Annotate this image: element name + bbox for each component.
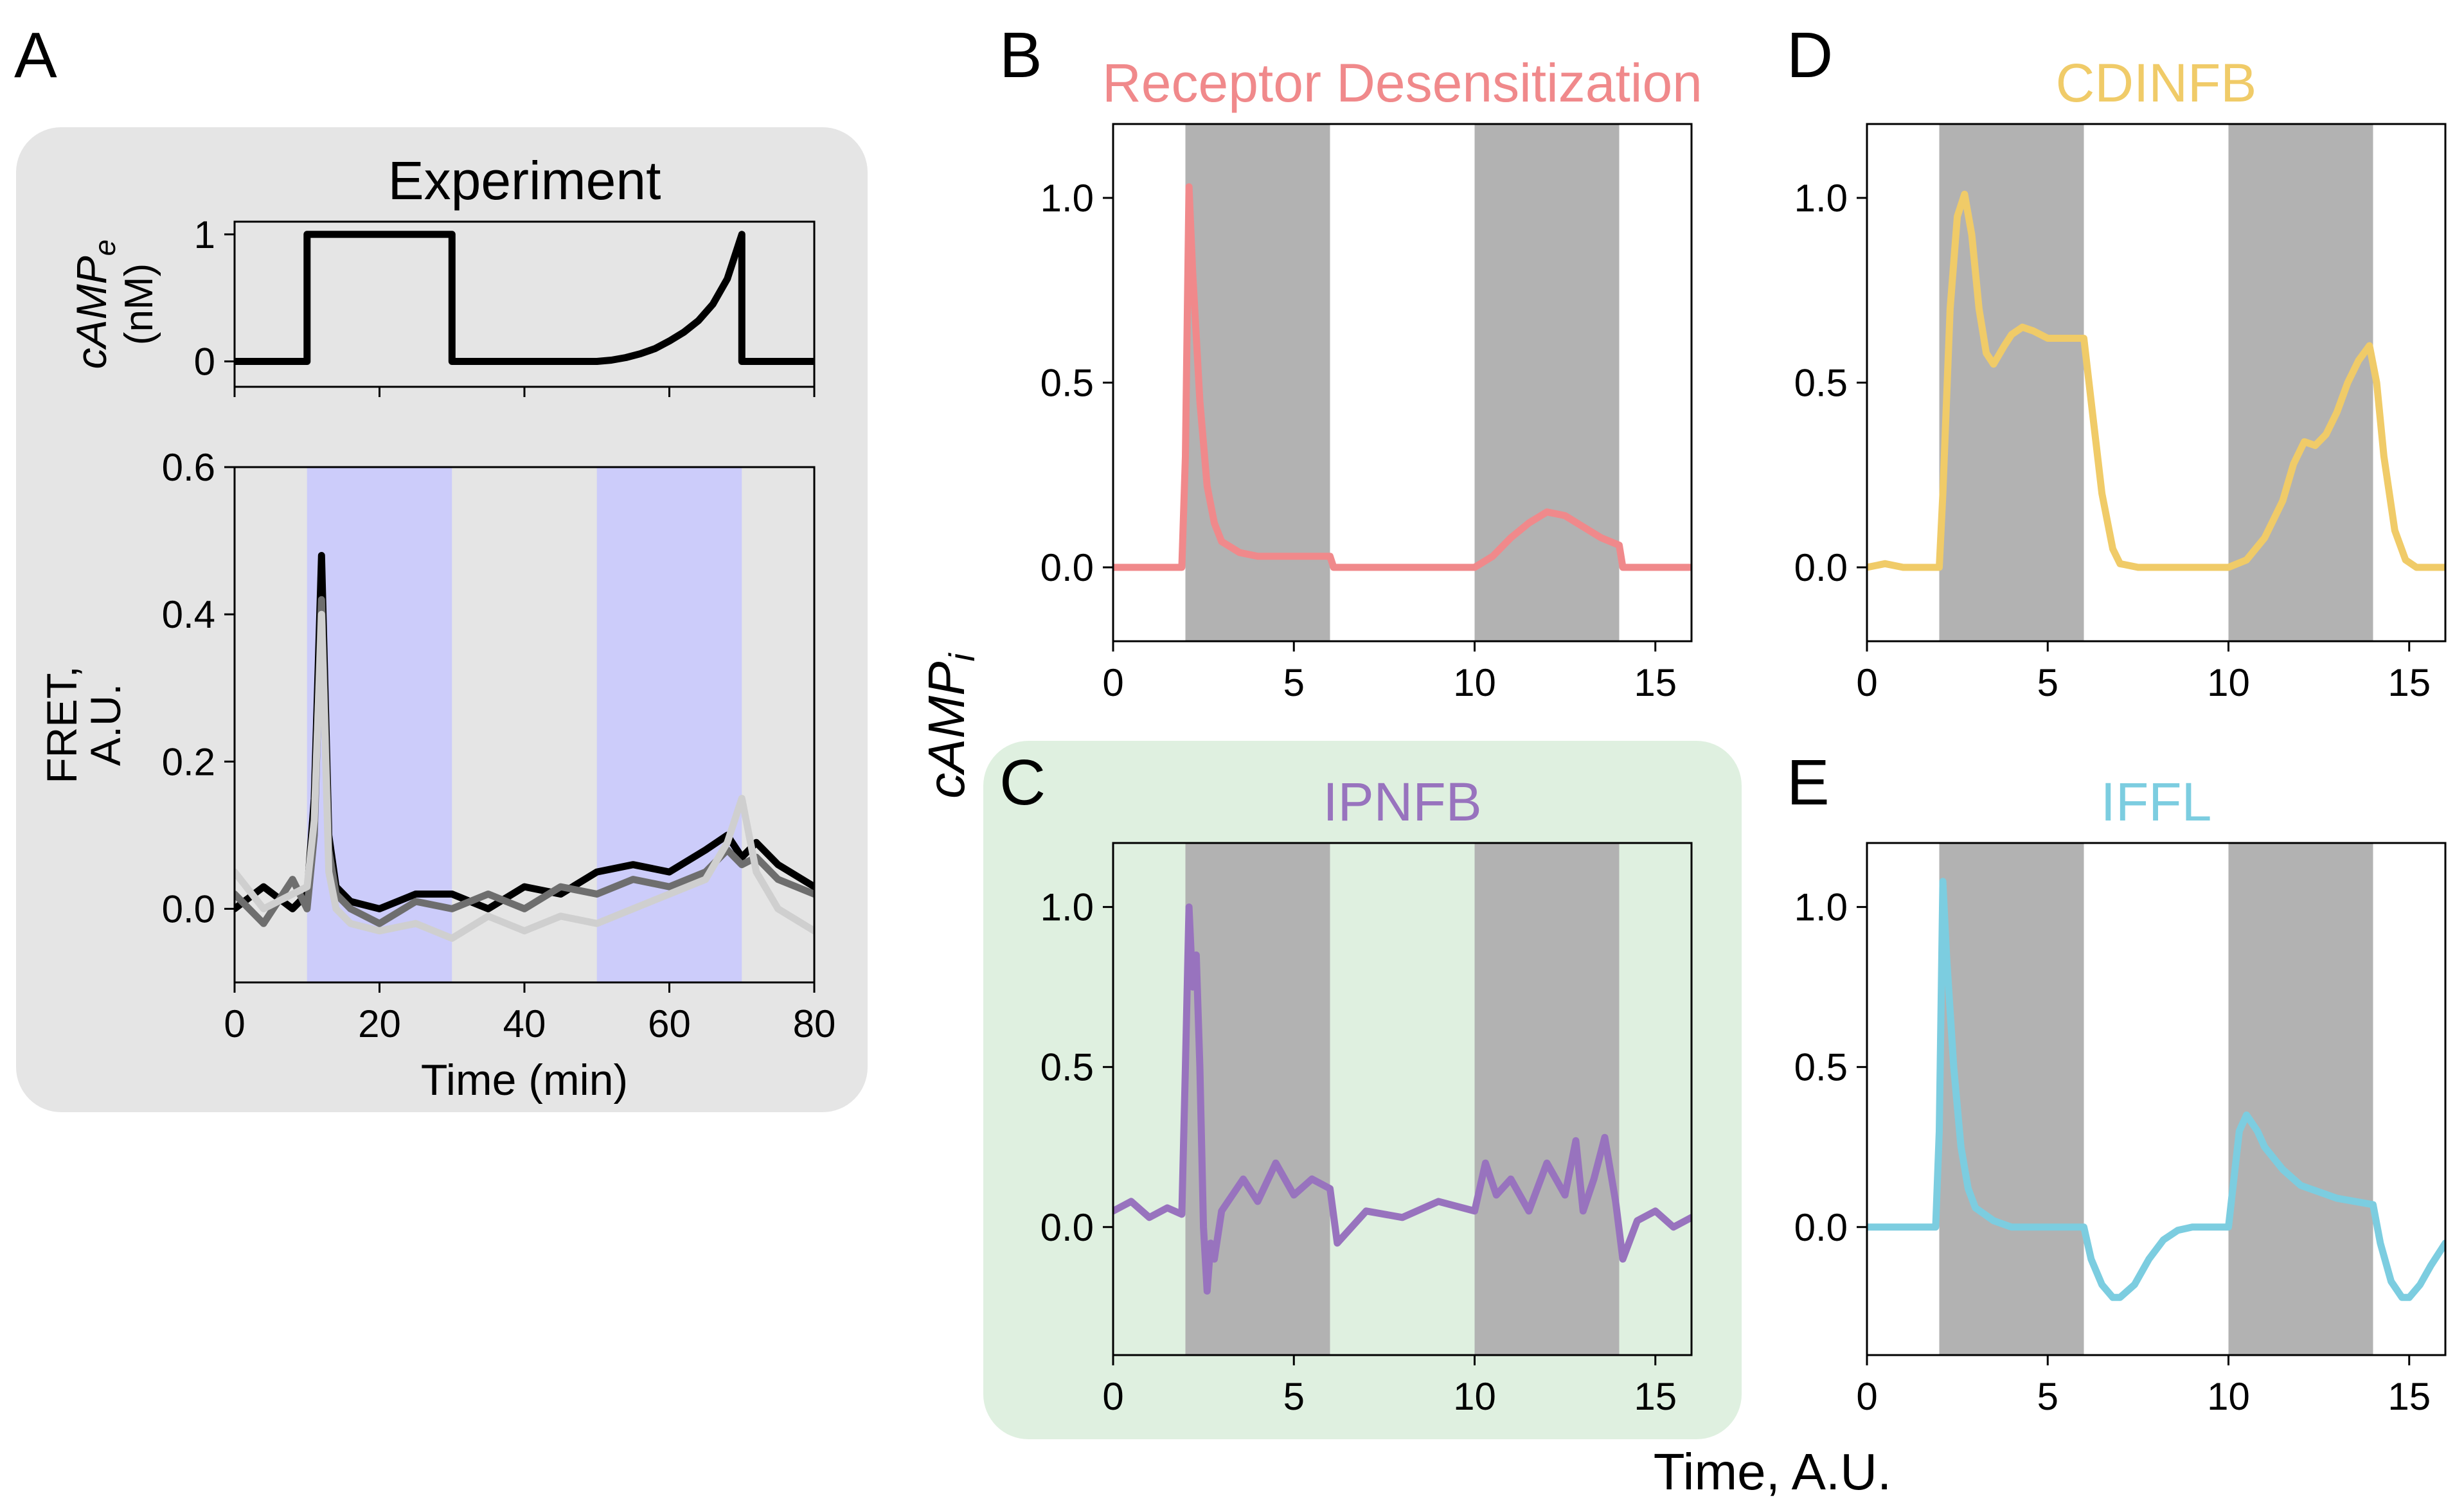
x-tick-label: 10 <box>1453 661 1496 704</box>
x-tick-label: 15 <box>2388 661 2431 704</box>
x-tick-label: 15 <box>1634 661 1677 704</box>
series-line <box>1867 190 2445 571</box>
stimulus-shade <box>1474 124 1620 641</box>
x-tick-label: 5 <box>2037 661 2058 704</box>
y-tick-label: 0.0 <box>1794 546 1848 589</box>
x-tick-label: 0 <box>224 1002 245 1045</box>
y-axis-label: cAMPe(nM) <box>67 240 161 369</box>
y-tick-label: 0.0 <box>1794 1206 1848 1249</box>
y-tick-label: 0.5 <box>1794 1046 1848 1089</box>
y-tick-label: 0.0 <box>162 887 215 930</box>
y-axis-label-unit: (nM) <box>117 263 161 345</box>
x-tick-label: 20 <box>358 1002 401 1045</box>
x-tick-label: 0 <box>1856 661 1877 704</box>
series-line <box>235 231 814 365</box>
x-tick-label: 0 <box>1102 1375 1123 1418</box>
svg-text:cAMPi: cAMPi <box>918 653 982 799</box>
y-tick-label: 0.4 <box>162 593 215 636</box>
y-tick-label: 0.0 <box>1040 546 1094 589</box>
chart-title: Experiment <box>388 150 661 211</box>
shared-y-label-main: cAMP <box>918 662 975 799</box>
y-tick-label: 1.0 <box>1040 886 1094 929</box>
y-tick-label: 1 <box>194 213 215 256</box>
x-tick-label: 5 <box>2037 1375 2058 1418</box>
x-tick-label: 60 <box>648 1002 691 1045</box>
x-tick-label: 10 <box>2207 661 2250 704</box>
y-axis-label: FRET,A.U. <box>38 666 129 783</box>
svg-text:cAMPe: cAMPe <box>67 240 121 369</box>
chart-ipnfb: 0 5 10 15 0.0 0.5 1.0 IPNFB <box>1040 772 1693 1418</box>
stimulus-shade <box>1474 843 1620 1355</box>
shared-x-label: Time, A.U. <box>1654 1443 1891 1500</box>
x-tick-label: 0 <box>1856 1375 1877 1418</box>
panel-c-background <box>983 741 1742 1439</box>
series-line <box>1113 183 1692 571</box>
chart-experiment-fret: 0 20 40 60 80 0.0 0.2 0.4 0.6 Time (min) FRET,A.U. <box>38 446 835 1104</box>
y-tick-label: 0.6 <box>162 446 215 489</box>
series-line <box>1867 878 2445 1301</box>
series-line <box>1113 903 1692 1295</box>
chart-title: IPNFB <box>1323 772 1481 832</box>
panel-letter-d: D <box>1787 19 1833 91</box>
shared-y-label-subscript: i <box>942 653 982 662</box>
stimulus-shade <box>596 467 742 982</box>
x-tick-label: 5 <box>1283 661 1305 704</box>
y-tick-label: 1.0 <box>1040 177 1094 220</box>
stimulus-shade <box>1939 124 2084 641</box>
y-tick-label: 1.0 <box>1794 177 1848 220</box>
y-tick-label: 0 <box>194 340 215 383</box>
y-tick-label: 1.0 <box>1794 886 1848 929</box>
y-axis-label-subscript: e <box>88 240 121 256</box>
panel-letter-c: C <box>999 747 1046 819</box>
y-axis-label-text: FRET,A.U. <box>38 666 129 783</box>
stimulus-shade <box>2228 843 2373 1355</box>
y-tick-label: 0.2 <box>162 740 215 783</box>
x-tick-label: 10 <box>2207 1375 2250 1418</box>
y-axis-label-main: cAMP <box>67 256 115 369</box>
panel-letter-b: B <box>999 19 1042 91</box>
chart-receptor-desensitization: 0 5 10 15 0.0 0.5 1.0 Receptor Desensitization <box>1040 53 1702 704</box>
chart-cdinfb: 0 5 10 15 0.0 0.5 1.0 CDINFB <box>1794 53 2447 704</box>
x-tick-label: 15 <box>2388 1375 2431 1418</box>
panel-letter-e: E <box>1787 747 1830 819</box>
shared-y-label: cAMPi <box>918 653 982 799</box>
chart-title: Receptor Desensitization <box>1102 53 1702 113</box>
x-tick-label: 0 <box>1102 661 1123 704</box>
x-tick-label: 80 <box>793 1002 836 1045</box>
x-tick-label: 15 <box>1634 1375 1677 1418</box>
y-tick-label: 0.5 <box>1040 362 1094 405</box>
plot-frame <box>1112 842 1693 1356</box>
y-tick-label: 0.0 <box>1040 1206 1094 1249</box>
chart-title: CDINFB <box>2056 53 2257 113</box>
y-tick-label: 0.5 <box>1794 362 1848 405</box>
x-axis-label: Time (min) <box>421 1056 628 1104</box>
x-tick-label: 40 <box>503 1002 546 1045</box>
y-tick-label: 0.5 <box>1040 1046 1094 1089</box>
stimulus-shade <box>1185 124 1330 641</box>
chart-iffl: 0 5 10 15 0.0 0.5 1.0 IFFL <box>1794 772 2447 1418</box>
series-line <box>235 610 814 942</box>
panel-letter-a: A <box>14 19 57 91</box>
plot-frame <box>1866 842 2447 1356</box>
x-tick-label: 10 <box>1453 1375 1496 1418</box>
chart-title: IFFL <box>2101 772 2212 832</box>
stimulus-shade <box>1939 843 2084 1355</box>
x-tick-label: 5 <box>1283 1375 1305 1418</box>
